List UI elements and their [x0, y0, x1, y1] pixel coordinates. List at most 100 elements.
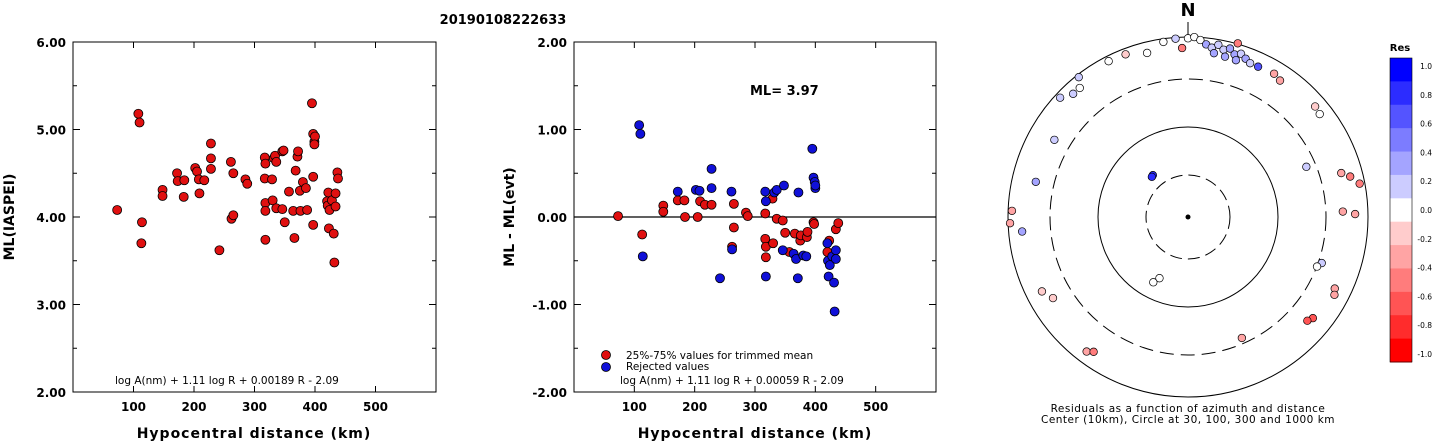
station-residual-point — [1050, 135, 1059, 145]
station-residual-point — [1005, 219, 1015, 228]
station-residual-point — [1075, 83, 1084, 93]
rejected-point — [807, 143, 818, 154]
caption-line1: Residuals as a function of azimuth and d… — [1051, 403, 1326, 415]
rejected-point — [760, 186, 771, 197]
data-point — [742, 211, 753, 222]
station-residual-point — [1253, 62, 1263, 71]
data-point — [308, 171, 319, 182]
colorbar-swatch — [1390, 104, 1412, 129]
station-residual-point — [1350, 209, 1360, 219]
y-tick-label: 1.00 — [537, 124, 567, 138]
data-point — [760, 252, 771, 263]
colorbar-label: 0.6 — [1420, 120, 1432, 129]
data-point — [302, 205, 313, 215]
colorbar-label: -0.6 — [1417, 292, 1432, 301]
rejected-point — [801, 251, 812, 262]
data-point — [277, 204, 288, 215]
station-residual-point — [1225, 44, 1235, 53]
data-point — [284, 186, 294, 197]
rejected-point — [830, 245, 841, 256]
y-axis-label: ML - ML(evt) — [502, 167, 518, 266]
station-residual-point — [1231, 56, 1241, 65]
rejected-point — [706, 183, 717, 194]
data-point — [330, 188, 341, 199]
circle-30km — [1145, 174, 1231, 260]
x-axis-label: Hypocentral distance (km) — [137, 426, 372, 441]
colorbar-swatch — [1390, 58, 1412, 82]
data-point — [133, 108, 144, 119]
data-point — [637, 229, 648, 240]
center-point — [1185, 214, 1191, 220]
y-tick-label: 4.00 — [36, 211, 66, 225]
colorbar-swatch — [1390, 151, 1412, 176]
station-residual-point — [1269, 69, 1279, 78]
x-tick-label: 200 — [682, 400, 707, 414]
data-point — [136, 238, 147, 249]
y-axis-label: ML(IASPEI) — [2, 174, 18, 261]
data-point — [157, 191, 168, 201]
data-point — [267, 195, 278, 206]
rejected-point — [694, 185, 705, 196]
rejected-point — [830, 254, 841, 264]
data-point — [728, 198, 739, 209]
colorbar-swatch — [1390, 221, 1412, 246]
data-point — [137, 217, 147, 228]
colorbar-label: 1.0 — [1420, 62, 1432, 71]
data-point — [179, 175, 190, 186]
x-tick-label: 500 — [363, 400, 388, 414]
station-residual-point — [1048, 293, 1058, 303]
y-tick-label: 2.00 — [537, 36, 567, 50]
y-tick-label: 3.00 — [36, 299, 66, 313]
data-point — [802, 226, 813, 237]
data-point — [679, 195, 690, 206]
formula-text: log A(nm) + 1.11 log R + 0.00059 R - 2.0… — [620, 375, 844, 387]
station-residual-point — [1275, 76, 1285, 85]
x-tick-label: 100 — [121, 400, 146, 414]
data-point — [777, 215, 788, 226]
data-point — [307, 98, 317, 109]
data-point — [226, 156, 236, 167]
data-point — [780, 227, 791, 238]
station-residual-point — [1312, 262, 1322, 271]
station-residual-point — [1196, 35, 1205, 45]
data-point — [760, 208, 771, 219]
rejected-point — [634, 120, 645, 131]
station-residual-point — [1159, 37, 1168, 47]
colorbar-swatch — [1390, 198, 1412, 223]
data-point — [290, 165, 301, 176]
rejected-point — [637, 251, 648, 262]
data-point — [260, 205, 271, 216]
y-tick-label: 0.00 — [537, 211, 567, 225]
data-point — [809, 219, 820, 229]
data-point — [329, 257, 340, 268]
data-point — [333, 173, 343, 184]
station-residual-point — [1237, 333, 1247, 343]
station-residual-point — [1074, 73, 1083, 82]
station-residual-point — [1082, 347, 1091, 356]
rejected-point — [635, 128, 646, 139]
data-point — [242, 178, 253, 189]
data-point — [214, 245, 225, 256]
rejected-point — [726, 186, 737, 197]
colorbar-swatch — [1390, 128, 1412, 153]
formula-text: log A(nm) + 1.11 log R + 0.00189 R - 2.0… — [115, 375, 339, 387]
colorbar-frame — [1389, 57, 1413, 363]
station-residual-point — [1209, 49, 1219, 58]
colorbar-label: -0.2 — [1417, 235, 1432, 244]
station-residual-point — [1037, 287, 1047, 296]
colorbar-label: 0.4 — [1420, 148, 1432, 157]
colorbar-swatch — [1390, 174, 1412, 199]
station-residual-point — [1007, 206, 1017, 216]
data-point — [206, 163, 216, 174]
x-tick-label: 500 — [863, 400, 888, 414]
station-residual-point — [1337, 168, 1346, 178]
data-point — [613, 211, 623, 222]
station-residual-point — [1171, 34, 1180, 43]
data-point — [289, 233, 300, 243]
data-point — [706, 199, 717, 210]
station-residual-point — [1233, 39, 1242, 48]
data-point — [199, 175, 210, 186]
station-residual-point — [1089, 347, 1098, 356]
colorbar-swatch — [1390, 245, 1412, 269]
